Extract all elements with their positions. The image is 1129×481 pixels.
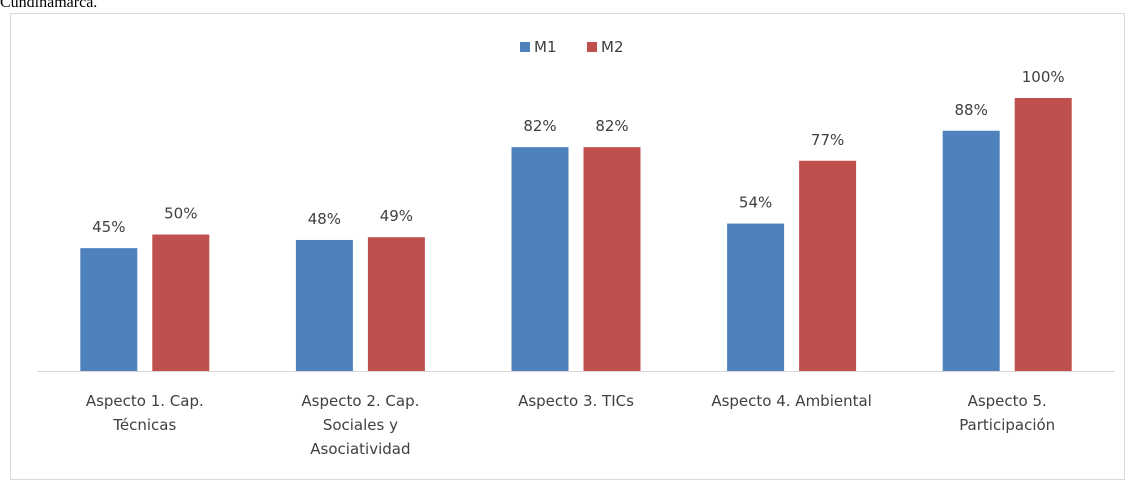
bar-m1-2 xyxy=(295,239,353,371)
bar-m2-5 xyxy=(1014,98,1072,371)
legend-label-m2: M2 xyxy=(601,38,624,56)
chart-legend: M1 M2 xyxy=(520,38,624,56)
data-label-m1-2: 48% xyxy=(308,210,341,228)
category-label-4: Aspecto 4. Ambiental xyxy=(711,392,872,410)
category-labels-group: Aspecto 1. Cap. Técnicas Aspecto 2. Cap. So… xyxy=(86,392,1055,458)
legend-swatch-m1 xyxy=(520,42,530,52)
bars-group xyxy=(80,98,1072,371)
category-label-2: Aspecto 2. Cap. xyxy=(301,392,419,410)
bar-m2-2 xyxy=(367,237,425,371)
legend-label-m1: M1 xyxy=(534,38,557,56)
data-label-m2-4: 77% xyxy=(811,131,844,149)
category-label-1: Aspecto 1. Cap. xyxy=(86,392,204,410)
data-label-m2-3: 82% xyxy=(595,117,628,135)
bar-m2-1 xyxy=(152,234,210,371)
data-label-m1-5: 88% xyxy=(955,101,988,119)
bar-m1-3 xyxy=(511,147,569,371)
category-label-5: Aspecto 5. xyxy=(968,392,1047,410)
bar-m2-4 xyxy=(799,160,857,371)
bar-m1-4 xyxy=(727,223,785,371)
bar-m1-5 xyxy=(942,130,1000,371)
data-label-m1-4: 54% xyxy=(739,194,772,212)
bar-m1-1 xyxy=(80,248,138,371)
data-labels-group: 45% 50% 48% 49% 82% 82% 54% 77% 88% 100% xyxy=(92,68,1065,236)
category-label-5: Participación xyxy=(959,416,1055,434)
bar-m2-3 xyxy=(583,147,641,371)
data-label-m2-2: 49% xyxy=(380,207,413,225)
figure-caption: Cundinamarca. xyxy=(0,0,98,11)
data-label-m1-3: 82% xyxy=(523,117,556,135)
category-label-2: Sociales y xyxy=(323,416,398,434)
data-label-m1-1: 45% xyxy=(92,218,125,236)
data-label-m2-1: 50% xyxy=(164,205,197,223)
category-label-3: Aspecto 3. TICs xyxy=(518,392,634,410)
legend-swatch-m2 xyxy=(587,42,597,52)
category-label-1: Técnicas xyxy=(112,416,176,434)
data-label-m2-5: 100% xyxy=(1022,68,1065,86)
category-label-2: Asociatividad xyxy=(310,440,410,458)
